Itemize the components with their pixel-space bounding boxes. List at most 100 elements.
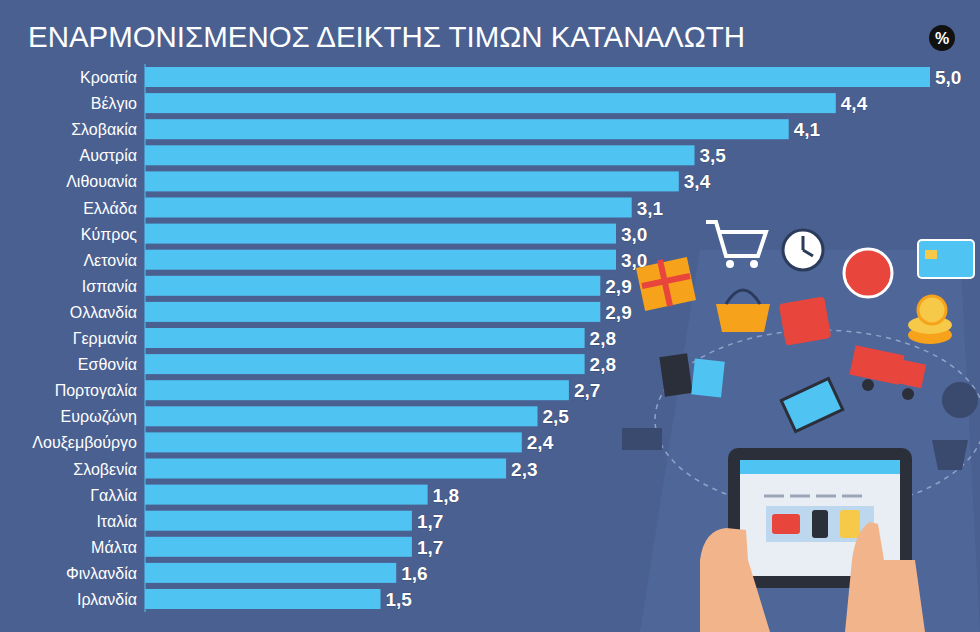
bar [145, 93, 836, 113]
bar [145, 145, 695, 165]
left-hand [700, 528, 770, 632]
category-label: Κροατία [80, 69, 137, 86]
category-label: Γερμανία [73, 330, 137, 347]
player-icon [840, 510, 860, 538]
data-label: 2,3 [511, 459, 537, 480]
unit-badge [929, 25, 955, 51]
category-label: Λιθουανία [66, 173, 137, 190]
category-label: Ελλάδα [83, 200, 137, 217]
bar [145, 589, 381, 609]
truck-shadow-icon [622, 428, 662, 450]
illustration [622, 222, 980, 632]
coin-icon [918, 296, 946, 324]
data-label: 4,4 [841, 93, 868, 114]
bar [145, 302, 600, 322]
truck-cab [898, 360, 926, 388]
bar [145, 171, 679, 191]
bar [145, 224, 616, 244]
category-label: Λουξεμβούργο [32, 434, 137, 452]
data-label: 2,8 [590, 354, 616, 375]
category-label: Ισπανία [82, 278, 137, 295]
truck-wheel [902, 388, 914, 400]
basket-handle [726, 290, 760, 304]
bar [145, 67, 930, 87]
camera-icon [772, 514, 800, 534]
category-label: Ευρωζώνη [61, 408, 137, 426]
data-label: 2,7 [574, 380, 600, 401]
money-icon [781, 379, 842, 432]
bar [145, 563, 396, 583]
category-label: Μάλτα [91, 539, 137, 556]
data-label: 3,4 [684, 171, 711, 192]
basket-icon [716, 304, 770, 332]
category-label: Σλοβενία [73, 461, 137, 478]
category-label: Λετονία [83, 252, 137, 269]
bar [145, 459, 506, 479]
category-label: Γαλλία [90, 487, 137, 504]
data-label: 3,5 [700, 145, 727, 166]
title: ΕΝΑΡΜΟΝΙΣΜΕΝΟΣ ΔΕΙΚΤΗΣ ΤΙΜΩΝ ΚΑΤΑΝΑΛΩΤΗ [28, 21, 745, 53]
bar [145, 354, 585, 374]
value-labels: 5,0 4,4 4,1 3,5 3,4 3,1 3,0 3,0 2,9 2,9 2,8 2,8 2,7 2… [386, 67, 962, 610]
data-label: 3,0 [621, 250, 647, 271]
bar [145, 380, 569, 400]
data-label: 2,9 [605, 302, 631, 323]
tablet-carousel [766, 506, 874, 542]
truck-wheel [862, 379, 874, 391]
data-label: 1,5 [386, 589, 413, 610]
card-icon [918, 240, 974, 278]
bars [145, 67, 930, 609]
phone-icon [812, 510, 828, 538]
data-label: 4,1 [794, 119, 821, 140]
category-label: Ιρλανδία [77, 591, 137, 608]
data-label: 1,6 [401, 563, 427, 584]
wallet-icon [779, 296, 832, 345]
bar [145, 276, 600, 296]
sale-badge [844, 249, 892, 297]
right-hand [845, 522, 925, 632]
clock-icon [783, 230, 823, 270]
background [0, 0, 980, 632]
data-label: 2,4 [527, 432, 554, 453]
data-label: 3,1 [637, 198, 664, 219]
data-label: 3,0 [621, 224, 647, 245]
bag-icon [691, 359, 725, 398]
bar [145, 328, 585, 348]
bar [145, 485, 428, 505]
tablet-header [740, 460, 900, 474]
badge-shadow-icon [942, 382, 978, 418]
category-label: Ιταλία [96, 513, 137, 530]
category-label: Εσθονία [78, 356, 137, 373]
category-label: Πορτογαλία [55, 382, 137, 399]
cart-wheel [750, 260, 758, 268]
data-label: 5,0 [935, 67, 961, 88]
bar [145, 406, 538, 426]
light-beam [640, 250, 980, 632]
truck-icon [849, 345, 904, 385]
data-label: 2,9 [605, 276, 631, 297]
card-chip [925, 250, 937, 259]
category-label: Ολλανδία [70, 304, 137, 321]
data-label: 2,8 [590, 328, 616, 349]
annotation: % [935, 30, 949, 47]
category-label: Σλοβακία [71, 121, 137, 138]
clock-hands [803, 236, 813, 256]
chart-root: Κροατία Βέλγιο Σλοβακία Αυστρία Λιθουανία Ελλ… [0, 0, 980, 632]
bar [145, 537, 412, 557]
tablet-lines [764, 495, 862, 498]
data-label: 1,8 [433, 485, 459, 506]
axis-line [145, 64, 146, 612]
cart-icon [706, 222, 766, 256]
category-label: Αυστρία [79, 147, 137, 164]
bar [145, 511, 412, 531]
category-label: Βέλγιο [91, 95, 137, 112]
bar [145, 119, 789, 139]
data-label: 1,7 [417, 537, 443, 558]
basket-shadow-icon [932, 440, 968, 470]
bar [145, 250, 616, 270]
bag-icon [659, 353, 692, 397]
cart-wheel [726, 260, 734, 268]
bar [145, 432, 522, 452]
bar [145, 198, 632, 218]
category-label: Κύπρος [81, 226, 137, 243]
